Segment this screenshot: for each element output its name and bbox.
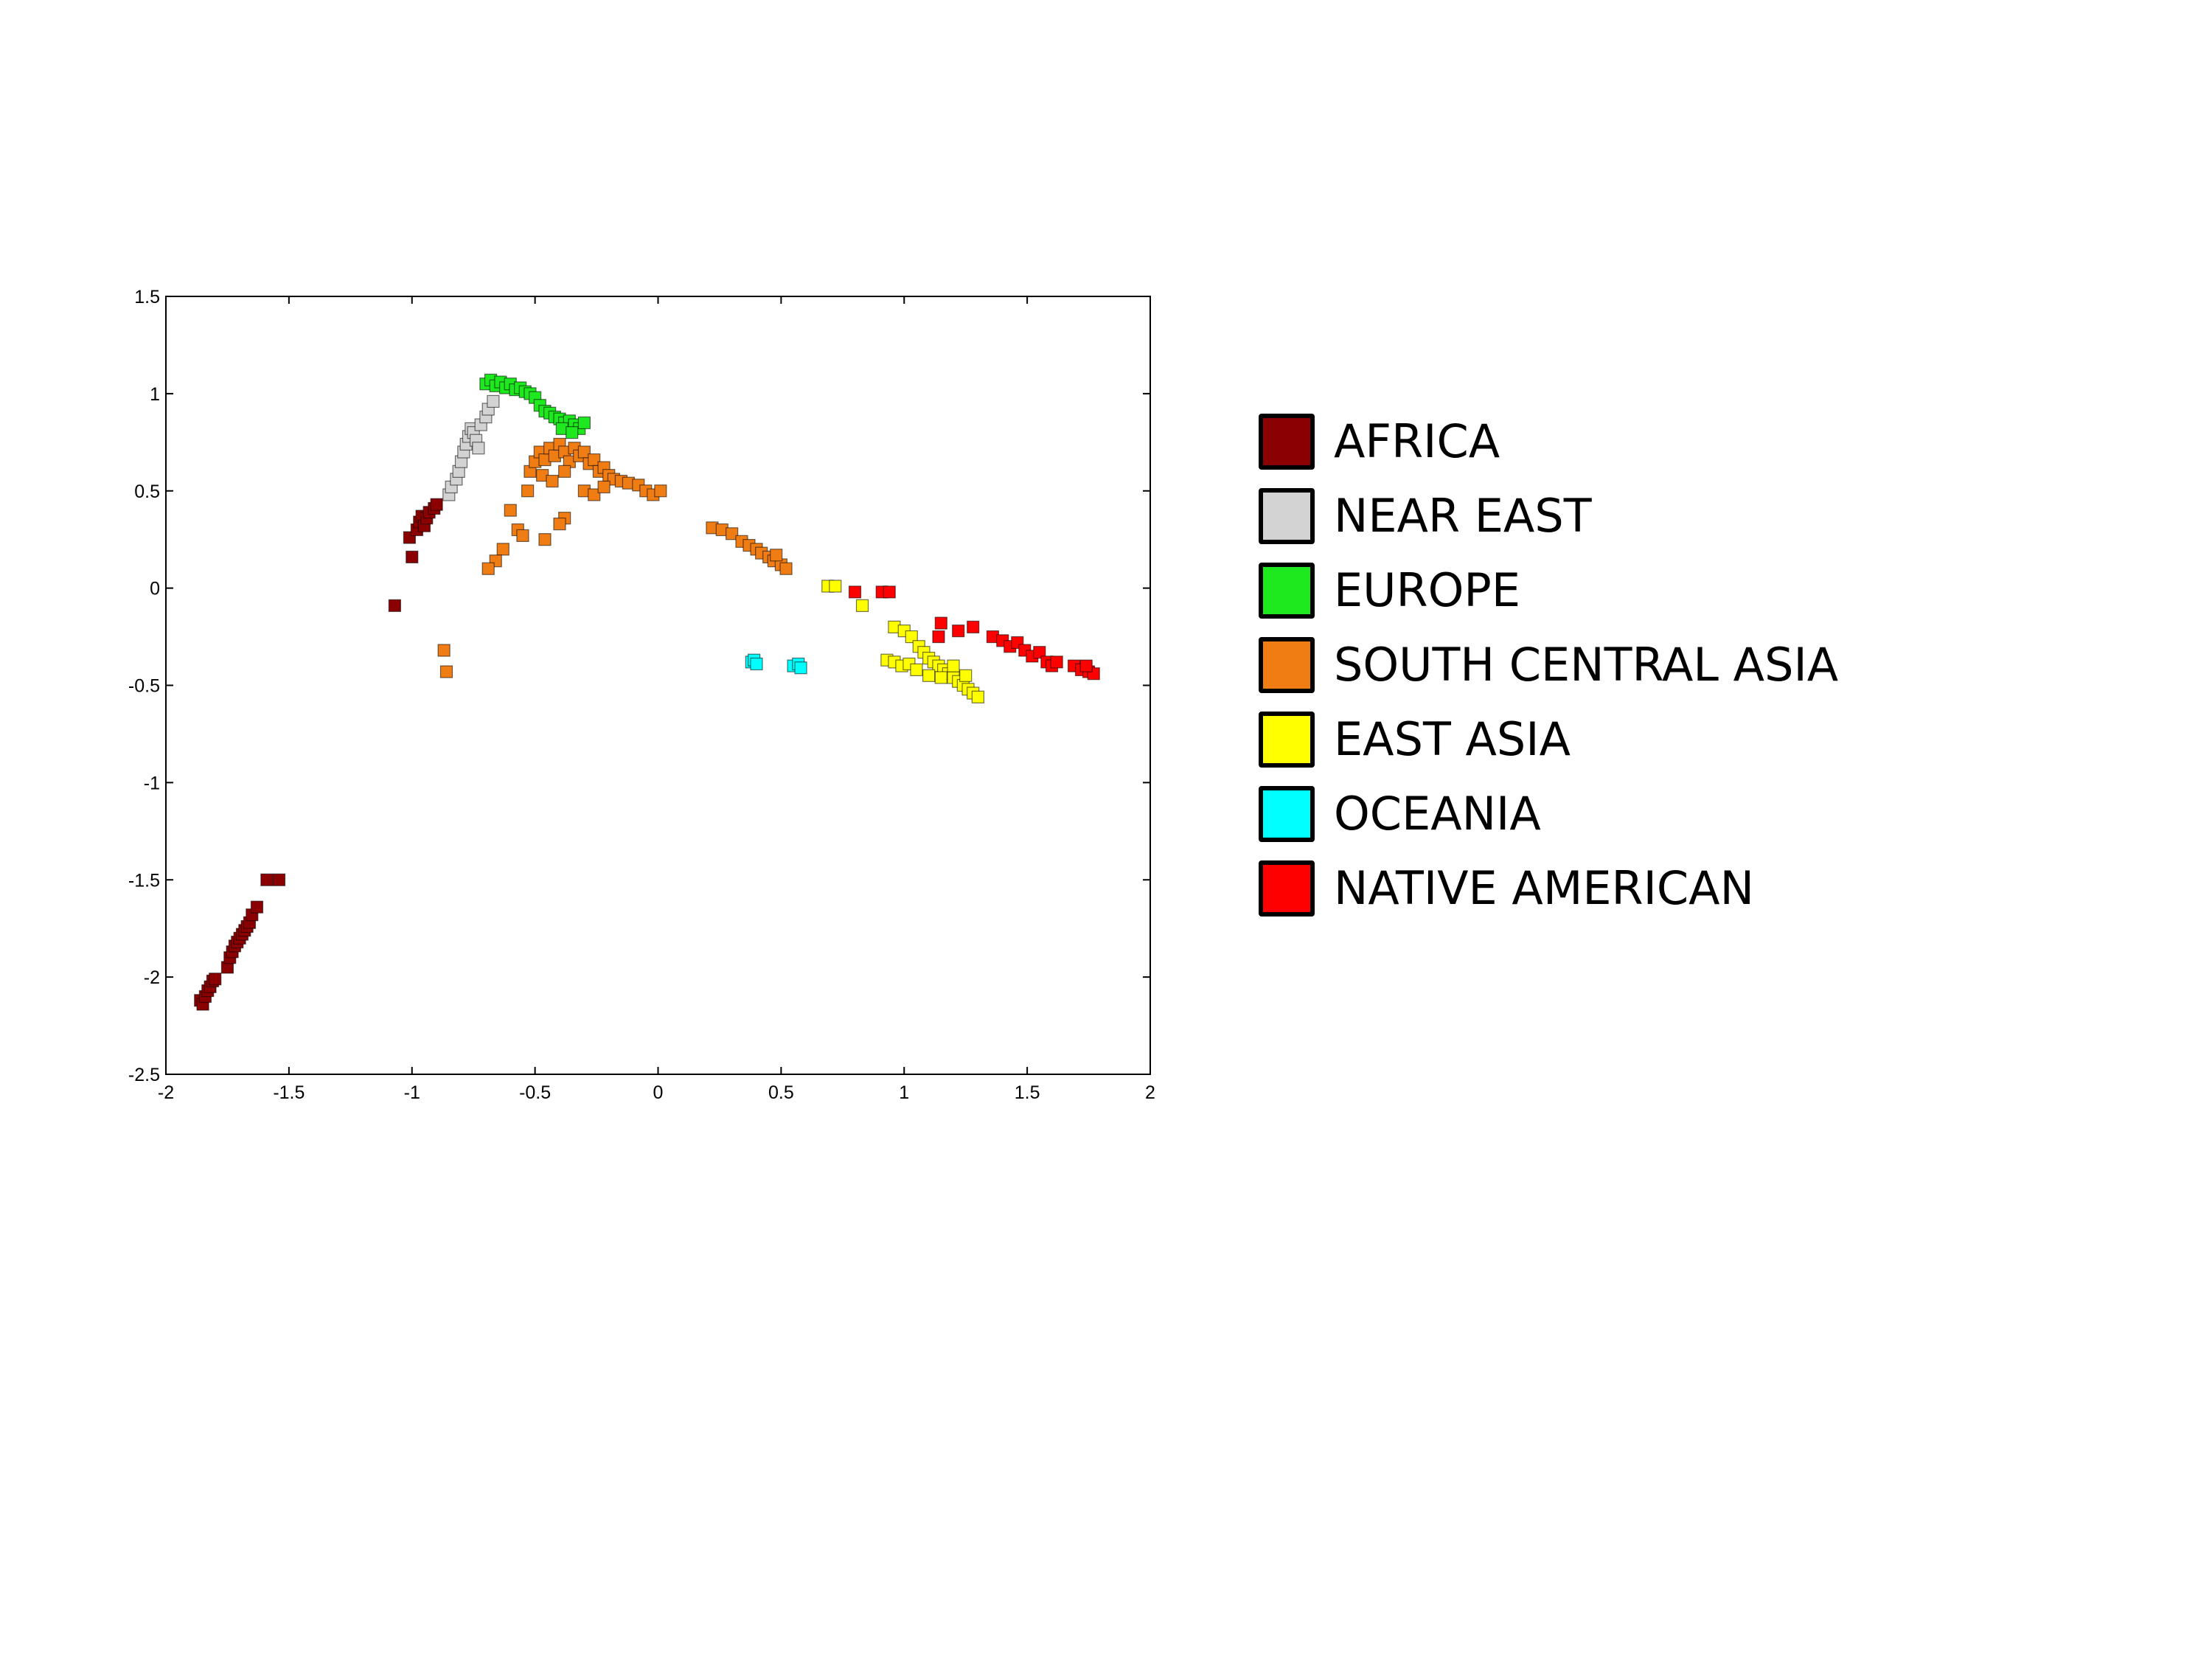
series-native-american (848, 585, 1100, 681)
y-tick-label: -2 (144, 967, 160, 988)
data-point (934, 616, 947, 630)
y-tick-label: 1 (150, 384, 160, 405)
data-point (905, 630, 918, 644)
legend-label: EUROPE (1334, 563, 1520, 617)
data-point (566, 426, 579, 439)
data-point (516, 529, 529, 543)
y-tick-label: -1.5 (128, 870, 160, 891)
data-point (971, 690, 984, 703)
y-tick-label: -0.5 (128, 676, 160, 697)
data-point (952, 625, 965, 638)
legend-item-oceania: OCEANIA (1259, 776, 1996, 851)
legend-swatch (1259, 785, 1315, 842)
data-point (487, 394, 500, 408)
data-point (260, 873, 274, 886)
data-point (437, 644, 451, 657)
legend-swatch (1259, 860, 1315, 917)
data-point (934, 671, 947, 684)
data-point (558, 465, 571, 478)
x-tick-label: 1.5 (1015, 1082, 1040, 1103)
data-point (546, 474, 559, 488)
data-point (829, 580, 842, 593)
data-point (588, 488, 601, 501)
data-point (597, 480, 611, 494)
y-tick-label: -1 (144, 773, 160, 793)
data-point (654, 484, 667, 498)
x-tick-label: -0.5 (519, 1082, 551, 1103)
data-point (750, 657, 763, 671)
series-near-east (442, 394, 500, 501)
data-point (967, 620, 980, 633)
points-layer (194, 373, 1100, 1011)
data-point (922, 669, 936, 682)
x-tick-label: -2 (158, 1082, 174, 1103)
legend-label: OCEANIA (1334, 787, 1541, 841)
data-point (848, 585, 862, 599)
data-point (472, 442, 485, 455)
series-africa (194, 498, 443, 1011)
x-tick-label: 2 (1145, 1082, 1155, 1103)
y-tick-label: -2.5 (128, 1065, 160, 1085)
data-point (1033, 646, 1046, 659)
legend-label: SOUTH CENTRAL ASIA (1334, 638, 1839, 692)
legend-swatch (1259, 562, 1315, 619)
data-point (947, 659, 960, 672)
data-point (538, 533, 552, 546)
legend-label: AFRICA (1334, 414, 1500, 468)
x-tick-label: -1.5 (273, 1082, 305, 1103)
data-point (779, 562, 793, 575)
data-point (496, 543, 509, 556)
legend-label: NATIVE AMERICAN (1334, 861, 1754, 915)
data-point (959, 669, 973, 682)
legend-swatch (1259, 636, 1315, 693)
legend: AFRICA NEAR EAST EUROPE SOUTH CENTRAL ASIA E… (1259, 404, 1996, 925)
data-point (1050, 655, 1063, 669)
y-tick-label: 1.5 (134, 287, 160, 307)
data-point (439, 665, 453, 678)
legend-swatch (1259, 711, 1315, 768)
data-point (430, 498, 443, 511)
ticks-layer: -2 -1.5 -1 -0.5 0 0.5 1 1.5 2 1.5 1 0.5 0 -0.5 -1 -1.5 -… (128, 287, 1155, 1103)
legend-item-europe: EUROPE (1259, 553, 1996, 627)
series-south-central-asia (437, 437, 793, 678)
series-east-asia (821, 580, 984, 703)
legend-item-south-central-asia: SOUTH CENTRAL ASIA (1259, 627, 1996, 702)
data-point (272, 873, 286, 886)
data-point (504, 504, 517, 517)
data-point (250, 900, 264, 914)
series-oceania (745, 653, 807, 675)
legend-item-native-american: NATIVE AMERICAN (1259, 851, 1996, 925)
x-tick-label: 0.5 (768, 1082, 794, 1103)
data-point (794, 661, 807, 675)
data-point (577, 416, 591, 430)
data-point (209, 973, 222, 986)
data-point (1079, 659, 1093, 672)
legend-item-near-east: NEAR EAST (1259, 479, 1996, 553)
data-point (388, 599, 401, 612)
legend-swatch (1259, 487, 1315, 544)
data-point (883, 585, 896, 599)
data-point (910, 663, 923, 677)
data-point (521, 484, 535, 498)
plot-area (166, 296, 1150, 1074)
data-point (855, 599, 869, 612)
x-tick-label: 1 (899, 1082, 909, 1103)
legend-item-east-asia: EAST ASIA (1259, 702, 1996, 776)
x-tick-label: -1 (404, 1082, 420, 1103)
series-europe (479, 373, 591, 439)
legend-label: NEAR EAST (1334, 489, 1592, 543)
legend-label: EAST ASIA (1334, 712, 1571, 766)
data-point (932, 630, 945, 644)
data-point (406, 550, 419, 564)
data-point (481, 562, 495, 575)
y-tick-label: 0.5 (134, 481, 160, 502)
data-point (726, 527, 739, 540)
data-point (770, 549, 783, 562)
x-tick-label: 0 (653, 1082, 664, 1103)
y-tick-label: 0 (150, 579, 160, 599)
legend-swatch (1259, 413, 1315, 470)
data-point (553, 517, 566, 531)
legend-item-africa: AFRICA (1259, 404, 1996, 479)
